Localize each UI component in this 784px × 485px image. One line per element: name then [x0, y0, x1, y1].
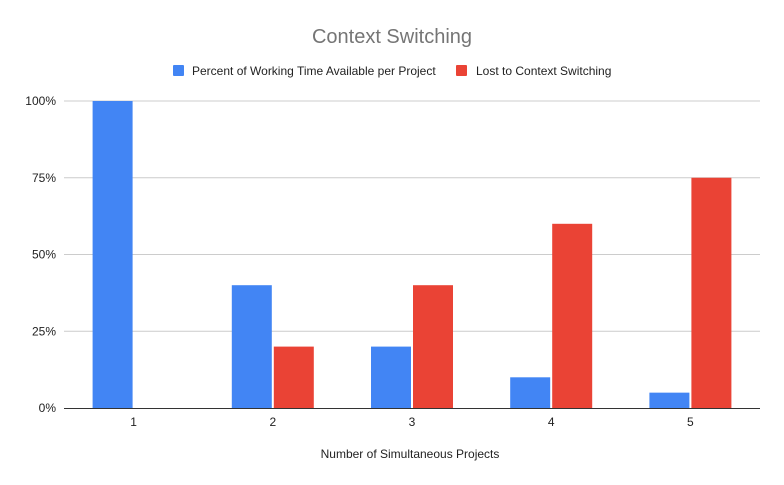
- bar-available-1: [92, 101, 133, 408]
- x-tick-label: 4: [548, 415, 555, 429]
- y-tick-label: 0%: [39, 401, 57, 415]
- x-tick-label: 2: [269, 415, 276, 429]
- x-tick-label: 5: [687, 415, 694, 429]
- bar-series: [92, 101, 732, 408]
- bar-available-5: [649, 392, 690, 408]
- x-tick-label: 3: [409, 415, 416, 429]
- y-tick-label: 100%: [25, 94, 56, 108]
- bar-available-4: [510, 377, 551, 408]
- y-tick-label: 50%: [32, 248, 56, 262]
- y-tick-label: 75%: [32, 171, 56, 185]
- y-axis-tick-labels: 0% 25% 50% 75% 100%: [25, 94, 56, 415]
- bar-lost-2: [273, 346, 314, 408]
- legend-swatch-lost: [456, 65, 467, 76]
- bar-available-2: [231, 285, 272, 408]
- x-axis-title: Number of Simultaneous Projects: [321, 447, 500, 461]
- chart-legend: Percent of Working Time Available per Pr…: [173, 64, 611, 78]
- chart-title: Context Switching: [312, 26, 472, 48]
- x-tick-label: 1: [130, 415, 137, 429]
- bar-lost-3: [413, 285, 453, 408]
- y-tick-label: 25%: [32, 324, 56, 338]
- legend-swatch-available: [173, 65, 184, 76]
- legend-label-available: Percent of Working Time Available per Pr…: [192, 64, 436, 78]
- y-gridlines: [64, 100, 760, 332]
- bar-lost-4: [552, 223, 593, 408]
- bar-lost-5: [691, 177, 732, 408]
- legend-label-lost: Lost to Context Switching: [476, 64, 611, 78]
- bar-available-3: [371, 346, 411, 408]
- x-axis-tick-labels: 1 2 3 4 5: [130, 415, 694, 429]
